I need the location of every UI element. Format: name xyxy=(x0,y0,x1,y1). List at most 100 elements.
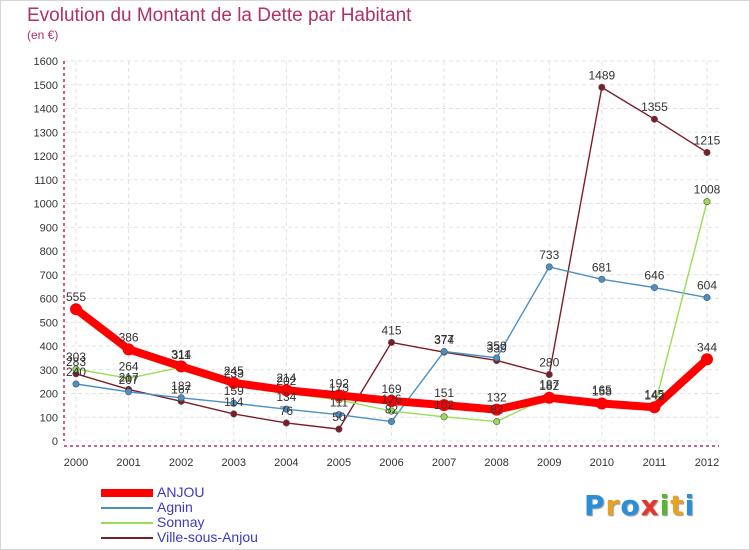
data-point xyxy=(332,389,345,402)
y-tick-label: 600 xyxy=(40,294,58,306)
chart-subtitle: (en €) xyxy=(27,28,59,42)
data-label: 339 xyxy=(487,341,507,355)
chart-title: Evolution du Montant de la Dette par Hab… xyxy=(27,5,412,26)
data-label: 126 xyxy=(381,392,401,406)
y-tick-label: 400 xyxy=(40,341,58,353)
data-label: 1355 xyxy=(641,100,668,114)
logo-letter: i xyxy=(684,489,696,522)
data-label: 142 xyxy=(644,388,664,402)
logo-letter: o xyxy=(620,489,641,522)
data-label: 182 xyxy=(171,379,191,393)
data-label: 1215 xyxy=(694,133,721,147)
data-point xyxy=(545,263,553,271)
data-label: 555 xyxy=(66,290,86,304)
data-point xyxy=(125,388,133,396)
data-point xyxy=(650,115,658,123)
data-point xyxy=(595,397,608,410)
data-point xyxy=(387,407,395,415)
y-tick-label: 500 xyxy=(40,317,58,329)
data-label: 202 xyxy=(276,374,296,388)
data-point xyxy=(648,401,661,414)
data-label: 151 xyxy=(434,386,454,400)
y-tick-label: 1500 xyxy=(34,80,58,92)
data-label: 245 xyxy=(224,364,244,378)
data-point xyxy=(177,394,185,402)
logo-letter: t xyxy=(670,489,685,522)
x-tick-label: 2012 xyxy=(695,457,719,469)
data-label: 187 xyxy=(539,378,559,392)
data-point xyxy=(125,374,133,382)
x-tick-label: 2009 xyxy=(537,457,561,469)
data-label: 217 xyxy=(119,370,139,384)
data-label: 102 xyxy=(434,398,454,412)
data-label: 165 xyxy=(592,383,612,397)
x-tick-label: 2003 xyxy=(222,457,246,469)
data-label: 646 xyxy=(644,269,664,283)
logo-letter: i xyxy=(659,489,671,522)
data-point xyxy=(70,303,82,316)
logo-letter: x xyxy=(640,489,660,522)
data-point xyxy=(387,338,395,346)
y-tick-label: 900 xyxy=(40,222,58,234)
y-tick-label: 800 xyxy=(40,246,58,258)
data-point xyxy=(703,294,711,302)
data-label: 158 xyxy=(592,384,612,398)
legend-swatch xyxy=(101,489,153,497)
data-point xyxy=(440,347,448,355)
data-label: 169 xyxy=(381,382,401,396)
data-label: 50 xyxy=(332,410,346,424)
legend-label: Sonnay xyxy=(157,514,205,530)
data-point xyxy=(385,394,398,407)
data-label: 280 xyxy=(539,356,559,370)
data-point xyxy=(493,354,501,362)
data-label: 76 xyxy=(280,404,294,418)
x-tick-label: 2011 xyxy=(643,457,667,469)
data-label: 111 xyxy=(330,396,349,410)
logo-letter: P xyxy=(584,489,606,522)
data-label: 82 xyxy=(490,403,504,417)
data-label: 350 xyxy=(487,339,507,353)
data-label: 681 xyxy=(592,260,612,274)
data-label: 82 xyxy=(385,403,399,417)
data-point xyxy=(230,399,238,407)
y-tick-label: 1600 xyxy=(34,56,58,68)
data-point xyxy=(493,418,501,426)
data-label: 173 xyxy=(329,381,349,395)
x-tick-label: 2007 xyxy=(432,457,456,469)
x-tick-label: 2002 xyxy=(169,457,193,469)
data-label: 114 xyxy=(224,395,243,409)
y-tick-label: 1100 xyxy=(34,175,58,187)
data-label: 733 xyxy=(539,248,559,262)
data-point xyxy=(72,380,80,388)
y-tick-label: 300 xyxy=(40,365,58,377)
legend-label: Agnin xyxy=(157,499,193,515)
data-label: 386 xyxy=(119,330,139,344)
data-label: 159 xyxy=(224,384,244,398)
data-label: 311 xyxy=(172,348,191,362)
data-point xyxy=(335,411,343,419)
legend-swatch xyxy=(101,522,153,524)
data-label: 145 xyxy=(644,388,664,402)
y-tick-label: 1400 xyxy=(34,104,58,116)
data-point xyxy=(72,365,80,373)
data-point xyxy=(490,403,503,416)
data-label: 604 xyxy=(697,279,717,293)
y-tick-label: 700 xyxy=(40,270,58,282)
data-label: 214 xyxy=(276,371,296,385)
data-point xyxy=(335,425,343,433)
x-tick-label: 2001 xyxy=(116,457,140,469)
data-label: 240 xyxy=(66,365,86,379)
proxiti-logo: Proxiti xyxy=(584,489,695,522)
data-point xyxy=(701,353,713,366)
data-label: 344 xyxy=(697,340,717,354)
data-label: 132 xyxy=(487,391,507,405)
data-label: 415 xyxy=(381,323,401,337)
data-label: 167 xyxy=(171,382,191,396)
y-tick-label: 100 xyxy=(40,412,58,424)
data-point xyxy=(227,376,240,389)
data-point xyxy=(230,410,238,418)
x-tick-label: 2008 xyxy=(484,457,508,469)
data-point xyxy=(703,148,711,156)
data-label: 233 xyxy=(224,367,244,381)
